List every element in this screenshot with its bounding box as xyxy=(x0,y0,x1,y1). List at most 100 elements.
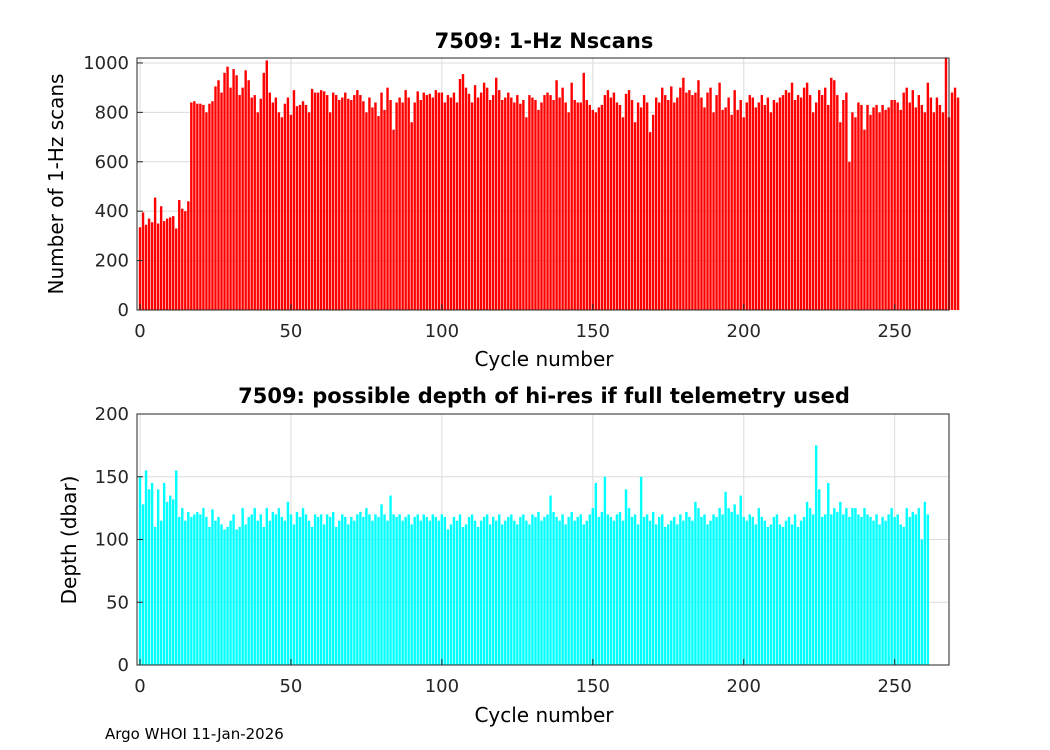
bar xyxy=(685,511,688,665)
bar xyxy=(220,524,223,665)
bar xyxy=(187,511,190,665)
bar xyxy=(286,97,290,310)
bar xyxy=(742,117,745,310)
y-tick-label: 50 xyxy=(106,592,129,613)
bar xyxy=(582,524,585,665)
bar xyxy=(316,92,320,310)
bar xyxy=(938,104,942,310)
bar xyxy=(531,97,534,310)
bar xyxy=(470,102,474,310)
bar xyxy=(715,516,718,665)
bar xyxy=(428,520,432,665)
bar xyxy=(778,97,782,310)
bar xyxy=(670,520,673,665)
bar xyxy=(178,200,181,310)
bar xyxy=(440,92,444,310)
bar xyxy=(703,514,706,665)
bar xyxy=(827,483,830,665)
bar xyxy=(141,504,145,665)
bar xyxy=(920,104,924,310)
bar xyxy=(491,516,495,665)
x-tick-label: 100 xyxy=(425,321,459,342)
bar xyxy=(724,491,727,665)
bar xyxy=(860,104,863,310)
bar xyxy=(727,97,730,310)
bar xyxy=(893,516,896,665)
bar xyxy=(319,514,323,665)
bar xyxy=(682,520,685,665)
bar xyxy=(772,100,776,310)
bar xyxy=(679,87,682,311)
bar xyxy=(398,97,401,310)
bar xyxy=(591,109,595,310)
bar xyxy=(522,514,525,665)
bar xyxy=(386,520,389,665)
bar xyxy=(636,102,640,310)
bar xyxy=(458,514,462,665)
bar xyxy=(479,92,483,310)
bar xyxy=(772,516,776,665)
bar xyxy=(887,107,890,310)
bar xyxy=(866,104,869,310)
bar xyxy=(437,92,441,310)
bar xyxy=(531,514,534,665)
bar xyxy=(763,104,767,310)
bar xyxy=(821,516,824,665)
bar xyxy=(748,95,751,310)
bar xyxy=(479,520,483,665)
bar xyxy=(911,90,914,311)
bar xyxy=(229,520,232,665)
bar xyxy=(926,514,930,665)
bar xyxy=(573,520,576,665)
bar xyxy=(332,511,335,665)
bar xyxy=(706,92,709,310)
bar xyxy=(642,516,646,665)
bar xyxy=(298,516,302,665)
bar xyxy=(226,526,229,665)
bar xyxy=(848,516,851,665)
x-axis-label: Cycle number xyxy=(474,703,614,727)
bar xyxy=(630,516,634,665)
chart-title: 7509: 1-Hz Nscans xyxy=(435,29,654,53)
bar xyxy=(208,526,211,665)
bar xyxy=(401,102,404,310)
bar xyxy=(495,77,498,310)
bar xyxy=(380,92,383,310)
bar xyxy=(488,524,492,665)
bar xyxy=(917,95,921,310)
bar xyxy=(259,514,262,665)
bar xyxy=(519,103,522,311)
bar xyxy=(691,520,694,665)
bar xyxy=(452,92,456,310)
bar xyxy=(917,508,921,666)
bar xyxy=(175,228,178,310)
bar xyxy=(482,516,486,665)
bar xyxy=(325,514,329,665)
bar xyxy=(706,524,709,665)
bar xyxy=(353,95,356,310)
bar xyxy=(642,95,646,310)
bar xyxy=(159,206,163,310)
x-tick-label: 100 xyxy=(425,676,459,697)
bar xyxy=(338,520,341,665)
bar xyxy=(775,102,779,310)
bar xyxy=(824,87,827,311)
bar xyxy=(733,504,736,665)
bar xyxy=(467,516,471,665)
bar xyxy=(458,79,462,310)
bar xyxy=(603,476,607,665)
bar xyxy=(558,97,561,310)
bar xyxy=(923,501,927,665)
bar xyxy=(688,90,691,311)
bar xyxy=(395,102,398,310)
bar xyxy=(205,112,208,310)
bar xyxy=(685,92,688,310)
bar xyxy=(446,95,450,310)
bar xyxy=(778,524,782,665)
bar xyxy=(817,489,821,665)
bar xyxy=(627,508,631,666)
bar xyxy=(799,97,803,310)
bar xyxy=(513,520,516,665)
bar xyxy=(884,520,887,665)
